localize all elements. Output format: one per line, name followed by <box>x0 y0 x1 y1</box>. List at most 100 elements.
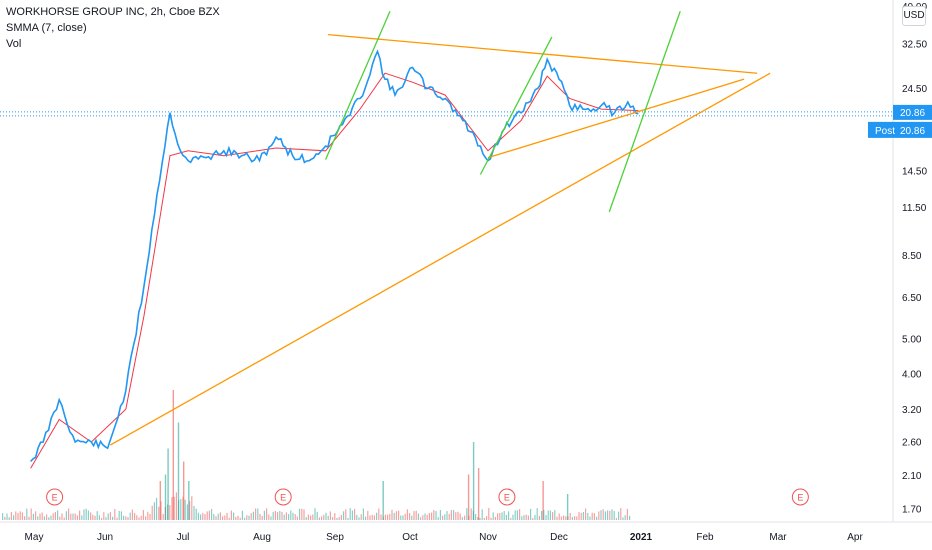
volume-bar <box>277 512 279 520</box>
volume-bar <box>4 516 6 520</box>
trendline-green-6[interactable] <box>608 11 681 213</box>
volume-bar <box>305 517 307 520</box>
volume-bar <box>358 517 360 520</box>
post-value: 20.86 <box>900 126 925 137</box>
earnings-marker[interactable] <box>498 488 516 506</box>
volume-bar <box>505 514 507 520</box>
earnings-marker[interactable] <box>46 488 64 506</box>
time-tick-label: Nov <box>479 532 497 543</box>
volume-bar <box>206 511 208 520</box>
volume-bar <box>560 516 562 520</box>
volume-bar <box>186 504 188 520</box>
last-price-tag <box>893 104 932 120</box>
volume-bar <box>325 512 327 520</box>
volume-bar <box>525 514 527 520</box>
volume-bar <box>127 517 129 520</box>
volume-spike <box>164 474 167 520</box>
volume-bar <box>431 512 433 520</box>
smma-line[interactable] <box>30 72 639 469</box>
volume-bar <box>215 516 217 520</box>
volume-bar <box>516 510 518 520</box>
price-line[interactable] <box>30 49 639 462</box>
time-tick-label: Aug <box>253 532 271 543</box>
volume-bar <box>585 508 587 520</box>
volume-bar <box>169 505 171 520</box>
volume-bar <box>622 517 624 520</box>
volume-bar <box>483 517 485 520</box>
volume-bar <box>83 509 85 520</box>
volume-bar <box>569 513 571 520</box>
legend-title[interactable]: WORKHORSE GROUP INC, 2h, Cboe BZX <box>6 6 220 18</box>
trendline-green-5[interactable] <box>479 36 553 175</box>
volume-bar <box>580 512 582 520</box>
volume-bar <box>321 516 323 520</box>
volume-bar <box>589 516 591 520</box>
volume-bar <box>510 517 512 520</box>
volume-bar <box>52 513 54 520</box>
volume-bar <box>63 517 65 520</box>
volume-bar <box>336 517 338 520</box>
volume-bar <box>270 516 272 520</box>
volume-bar <box>120 511 122 520</box>
volume-bar <box>41 512 43 520</box>
volume-bar <box>499 513 501 520</box>
volume-bar <box>444 514 446 520</box>
volume-bar <box>252 511 254 520</box>
volume-bar <box>241 510 243 520</box>
volume-bar <box>389 513 391 520</box>
trendline-orange-1[interactable] <box>109 72 771 446</box>
volume-bar <box>545 515 547 520</box>
volume-bar <box>237 515 239 520</box>
volume-bar <box>2 513 4 520</box>
volume-bar <box>422 515 424 520</box>
volume-bar <box>607 510 609 520</box>
legend-volume[interactable]: Vol <box>6 38 22 50</box>
price-tick-label: 1.70 <box>902 505 922 516</box>
volume-bar <box>571 516 573 520</box>
volume-bar <box>558 513 560 520</box>
volume-bar <box>611 509 613 520</box>
volume-bar <box>367 510 369 520</box>
volume-bar <box>235 516 237 520</box>
currency-button[interactable]: USD <box>902 6 926 26</box>
volume-bar <box>448 513 450 520</box>
volume-bar <box>30 508 32 520</box>
volume-spike <box>566 494 569 520</box>
volume-bar <box>574 516 576 520</box>
volume-bar <box>406 509 408 520</box>
volume-bar <box>268 514 270 520</box>
volume-bar <box>347 517 349 520</box>
volume-bar <box>488 508 490 520</box>
legend-indicator[interactable]: SMMA (7, close) <box>6 22 87 34</box>
volume-bar <box>435 510 437 520</box>
volume-bar <box>57 510 59 520</box>
earnings-marker-label: E <box>504 493 510 503</box>
earnings-marker-label: E <box>52 493 58 503</box>
volume-bar <box>296 516 298 520</box>
volume-bar <box>527 515 529 520</box>
volume-bar <box>373 515 375 520</box>
time-tick-label: May <box>25 532 44 543</box>
volume-spike <box>382 481 384 520</box>
earnings-marker[interactable] <box>274 488 292 506</box>
volume-bar <box>131 509 133 520</box>
volume-bar <box>70 513 72 520</box>
volume-bar <box>39 513 41 520</box>
volume-bar <box>290 510 292 520</box>
volume-bar <box>384 514 386 520</box>
volume-bar <box>508 511 510 520</box>
volume-bar <box>332 517 334 520</box>
volume-bar <box>26 508 28 520</box>
volume-bar <box>442 515 444 520</box>
trendline-green-4[interactable] <box>324 11 391 160</box>
volume-bar <box>105 517 107 520</box>
volume-bar <box>200 514 202 520</box>
volume-bar <box>354 508 356 520</box>
volume-bar <box>626 508 628 520</box>
volume-bar <box>94 515 96 520</box>
trendline-orange-2[interactable] <box>487 78 745 159</box>
post-label: Post <box>875 126 895 137</box>
volume-bar <box>470 508 472 520</box>
earnings-marker[interactable] <box>791 488 809 506</box>
